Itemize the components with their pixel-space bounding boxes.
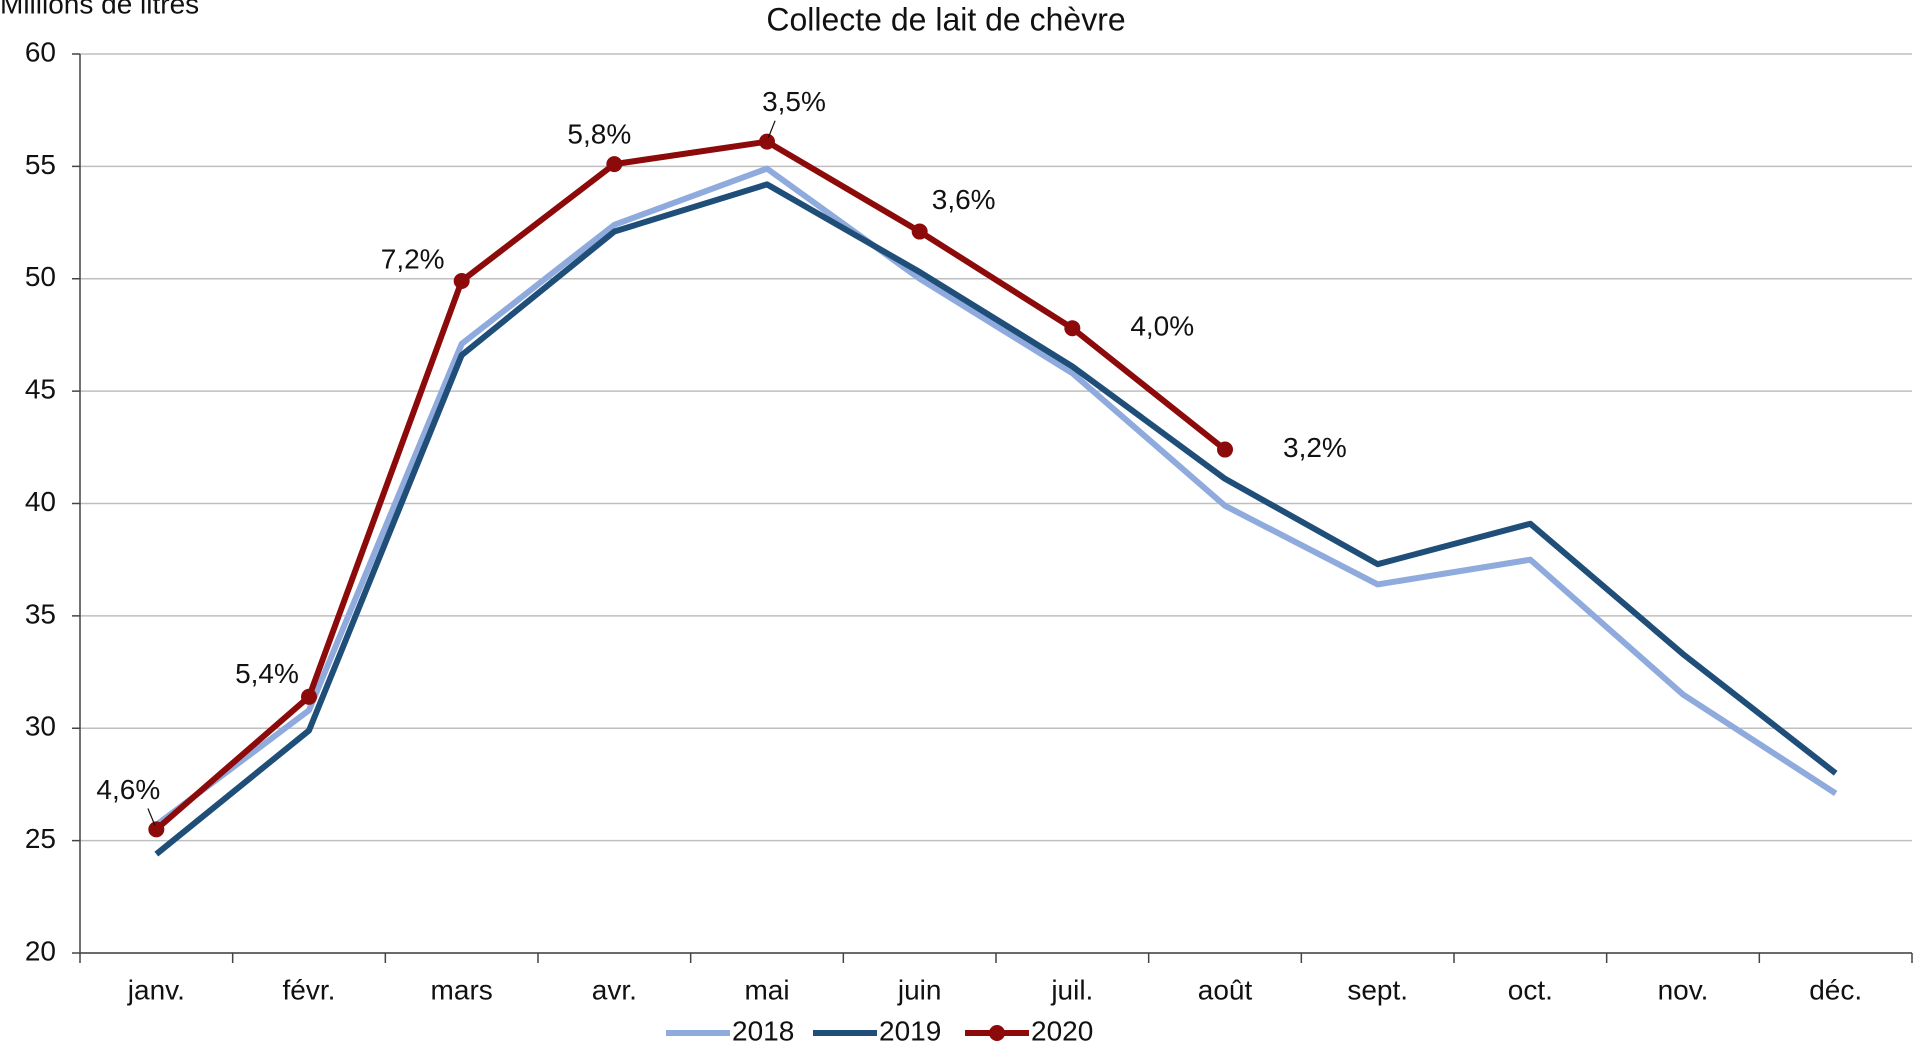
- annotation: 5,4%: [235, 658, 299, 689]
- x-tick-label: juil.: [1050, 974, 1093, 1005]
- chart-title: Collecte de lait de chèvre: [766, 1, 1125, 37]
- x-tick-label: janv.: [127, 974, 185, 1005]
- annotation: 3,6%: [932, 184, 996, 215]
- point-marker: [911, 223, 928, 240]
- legend-label: 2018: [732, 1015, 794, 1046]
- y-tick-label: 40: [25, 486, 56, 517]
- series-line: [154, 181, 1838, 857]
- legend-label: 2019: [879, 1015, 941, 1046]
- series-line: [154, 165, 1838, 828]
- y-tick-label: 35: [25, 598, 56, 629]
- annotation: 4,6%: [96, 774, 160, 805]
- x-tick-label: oct.: [1508, 974, 1553, 1005]
- x-tick-label: avr.: [592, 974, 637, 1005]
- x-tick-label: août: [1198, 974, 1253, 1005]
- leader-line: [767, 120, 776, 138]
- annotation: 3,2%: [1283, 432, 1347, 463]
- point-marker: [606, 156, 623, 173]
- annotation: 4,0%: [1130, 311, 1194, 342]
- y-tick-label: 25: [25, 823, 56, 854]
- legend-label: 2020: [1031, 1015, 1093, 1046]
- y-tick-label: 55: [25, 149, 56, 180]
- annotation: 7,2%: [381, 243, 445, 274]
- annotation: 5,8%: [567, 119, 631, 150]
- point-marker: [301, 688, 317, 705]
- point-marker: [1217, 441, 1233, 458]
- x-tick-label: sept.: [1347, 974, 1408, 1005]
- y-axis-label: Millions de litres: [0, 0, 199, 19]
- point-marker: [1064, 320, 1081, 337]
- leader-line: [147, 808, 156, 826]
- annotation: 3,5%: [762, 86, 826, 117]
- y-tick-label: 45: [25, 374, 56, 405]
- y-tick-label: 20: [25, 935, 56, 966]
- x-tick-label: mars: [431, 974, 493, 1005]
- x-tick-label: déc.: [1809, 974, 1862, 1005]
- point-marker: [759, 133, 775, 150]
- legend-marker: [989, 1025, 1005, 1041]
- point-marker: [148, 821, 165, 838]
- x-tick-label: nov.: [1658, 974, 1709, 1005]
- y-tick-label: 60: [25, 36, 56, 67]
- series-line: [154, 138, 1227, 832]
- point-marker: [453, 272, 470, 289]
- x-tick-label: févr.: [283, 974, 336, 1005]
- x-tick-label: juin: [897, 974, 942, 1005]
- y-tick-label: 50: [25, 261, 56, 292]
- x-tick-label: mai: [744, 974, 789, 1005]
- y-tick-label: 30: [25, 711, 56, 742]
